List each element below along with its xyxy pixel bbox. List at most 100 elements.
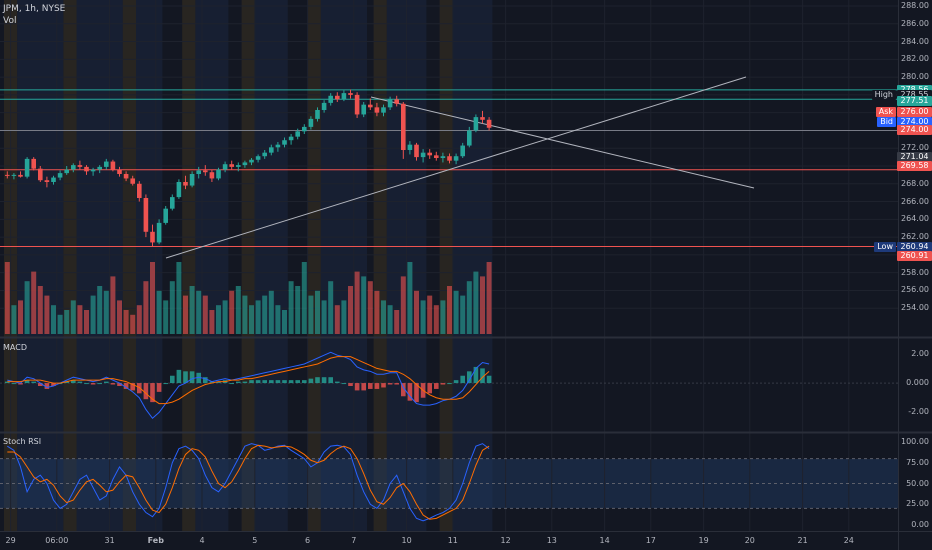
macd-histogram-bar (203, 377, 208, 384)
candle-body (460, 145, 465, 157)
candle-body (150, 231, 155, 243)
volume-bar (387, 305, 393, 334)
macd-histogram-bar (328, 377, 333, 384)
price-axis-label: 268.00 (901, 178, 929, 188)
candle-body (262, 152, 267, 157)
volume-bar (400, 276, 406, 334)
macd-histogram-bar (374, 383, 380, 389)
session-band (17, 0, 64, 531)
volume-bar (427, 295, 433, 334)
volume-bar (18, 300, 23, 334)
macd-histogram-bar (387, 383, 393, 385)
stoch-axis-label: 0.00 (911, 520, 929, 529)
macd-histogram-bar (64, 381, 69, 384)
session-band (320, 0, 367, 531)
volume-bar (268, 290, 274, 334)
volume-bar (169, 281, 175, 334)
volume-bar (130, 314, 136, 334)
macd-title[interactable]: MACD (3, 343, 27, 352)
session-band (241, 0, 255, 531)
candle-body (222, 164, 228, 170)
volume-bar (57, 314, 63, 334)
macd-histogram-bar (5, 381, 10, 384)
candle-body (440, 156, 446, 158)
volume-bar (84, 310, 89, 334)
price-tag: 274.00 (897, 125, 932, 136)
session-band (122, 0, 136, 531)
candle-body (341, 93, 347, 100)
volume-bar (315, 290, 320, 334)
trendlines[interactable] (165, 76, 755, 259)
volume-bar (414, 290, 419, 334)
macd-axis-label: 0.000 (906, 378, 929, 388)
candle-body (51, 177, 56, 182)
stoch-rsi-title[interactable]: Stoch RSI (3, 437, 42, 446)
macd-histogram-bar (104, 381, 109, 384)
macd-histogram-bar (275, 380, 281, 384)
volume-bar (24, 281, 30, 334)
price-tag-name: Ask (875, 107, 896, 118)
macd-histogram-bar (196, 372, 201, 384)
macd-histogram-bar (288, 380, 294, 384)
stoch-axis-label: 100.00 (901, 437, 929, 446)
candle-body (361, 104, 366, 115)
volume-bar (374, 290, 380, 334)
candle-body (321, 102, 327, 110)
volume-bar (189, 286, 195, 334)
macd-histogram-bar (321, 377, 327, 384)
price-axis-label: 272.00 (901, 143, 929, 153)
candle-body (414, 144, 419, 158)
macd-histogram-bar (486, 375, 492, 384)
volume-bar (31, 271, 37, 334)
volume-bar (433, 305, 439, 334)
volume-bar (176, 262, 182, 334)
candle-body (117, 169, 122, 174)
stoch-axis-label: 75.00 (906, 457, 929, 467)
price-axis-label: 288.00 (901, 1, 929, 10)
candle-body (394, 99, 399, 104)
descending-trendline[interactable] (370, 96, 755, 189)
volume-bar (44, 295, 50, 334)
candle-body (203, 170, 208, 173)
candle-body (302, 126, 307, 132)
price-tag: 260.91 (897, 250, 932, 261)
candle-body (216, 169, 221, 179)
macd-histogram-bar (394, 383, 399, 385)
macd-histogram-bar (473, 366, 479, 384)
macd-histogram-bar (361, 383, 366, 391)
macd-histogram-bar (255, 380, 261, 384)
price-axis-label: 264.00 (901, 214, 929, 224)
macd-histogram-bar (249, 380, 254, 384)
time-axis-label: 4 (199, 536, 205, 545)
volume-legend[interactable]: Vol (3, 16, 17, 26)
candle-body (420, 152, 426, 158)
candle-body (71, 165, 76, 170)
volume-bar (37, 286, 43, 334)
macd-histogram-bar (282, 380, 287, 384)
stoch-axis-label: 25.00 (906, 499, 929, 509)
candle-body (97, 166, 102, 170)
candle-body (249, 159, 254, 163)
candle-body (315, 110, 320, 119)
volume-bar (466, 281, 472, 334)
volume-bar (334, 305, 340, 334)
volume-bar (473, 271, 479, 334)
candle-body (401, 103, 406, 150)
price-axis-label: 286.00 (901, 18, 929, 28)
price-axis-label: 258.00 (901, 267, 929, 277)
price-axis-label: 284.00 (901, 36, 929, 46)
candle-body (447, 156, 452, 161)
macd-histogram-bar (24, 380, 30, 384)
time-axis-label: 31 (104, 536, 115, 545)
ascending-trendline[interactable] (165, 76, 747, 259)
macd-histogram-bar (262, 380, 267, 384)
time-axis-label: 12 (500, 536, 511, 545)
macd-histogram-bar (84, 383, 89, 385)
stoch-axis-label: 50.00 (906, 478, 929, 488)
symbol-title[interactable]: JPM, 1h, NYSE (3, 4, 66, 14)
macd-histogram-bar (90, 383, 96, 385)
volume-bar (70, 300, 76, 334)
volume-bar (222, 300, 228, 334)
volume-bar (163, 300, 169, 334)
